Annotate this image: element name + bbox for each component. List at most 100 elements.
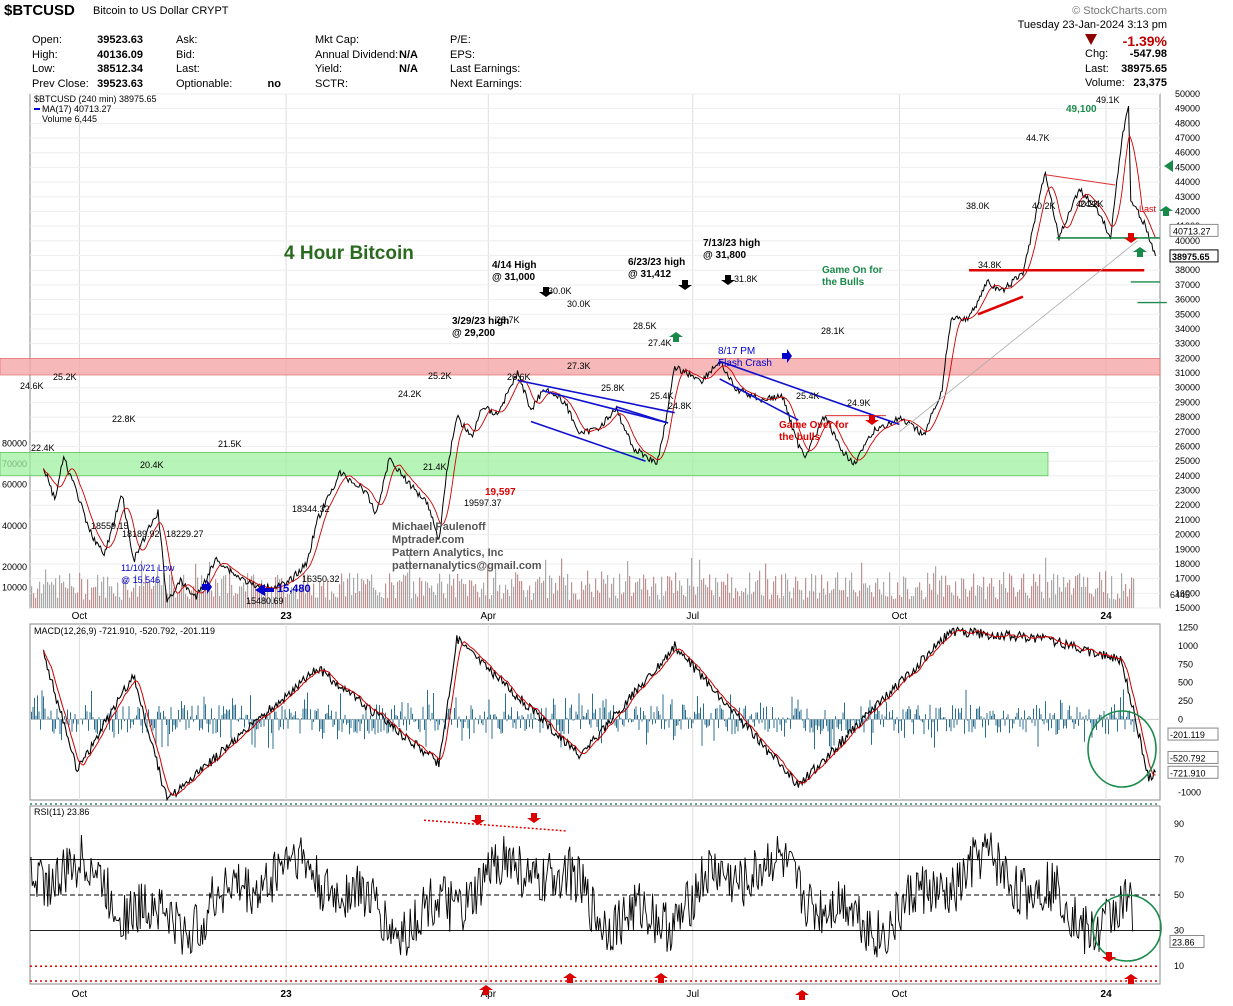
macd-histogram-bar: [515, 719, 517, 729]
label-line: Apr: [481, 611, 497, 622]
volume-bar: [405, 575, 407, 608]
macd-histogram-bar: [593, 712, 595, 720]
volume-bar: [257, 589, 259, 608]
y-tick-label: 30: [1174, 926, 1184, 936]
label-line: 31.8K: [734, 274, 758, 284]
macd-histogram-bar: [205, 704, 206, 720]
label-line: 25.4K: [796, 391, 820, 401]
macd-histogram-bar: [808, 718, 809, 720]
volume-bar: [657, 594, 659, 608]
macd-histogram-bar: [929, 704, 931, 720]
macd-histogram-bar: [290, 712, 292, 720]
macd-histogram-bar: [715, 708, 716, 720]
price-annotation: 27.4K: [648, 338, 672, 348]
macd-histogram-bar: [604, 707, 605, 720]
price-annotation: 15480.69: [246, 596, 284, 606]
volume-bar: [335, 596, 337, 608]
macd-histogram-bar: [410, 707, 412, 720]
macd-histogram-bar: [995, 719, 997, 726]
macd-histogram-bar: [791, 696, 793, 720]
macd-histogram-bar: [805, 719, 806, 731]
macd-histogram-bar: [601, 719, 602, 744]
price-annotation: 21.4K: [423, 462, 447, 472]
macd-histogram-bar: [349, 719, 350, 735]
volume-bar: [479, 597, 481, 608]
x-tick-label: 24: [1101, 611, 1113, 622]
macd-histogram-bar: [779, 719, 781, 725]
volume-bar: [697, 586, 699, 608]
volume-bar: [773, 581, 775, 608]
volume-bar: [781, 574, 783, 608]
macd-histogram-bar: [229, 709, 230, 720]
y-tick-label: 30000: [1175, 383, 1200, 393]
label-line: Game On for: [822, 265, 883, 276]
macd-histogram-bar: [319, 719, 320, 732]
macd-histogram-bar: [785, 719, 787, 723]
macd-histogram-bar: [316, 711, 317, 720]
macd-histogram-bar: [203, 696, 205, 720]
macd-histogram-bar: [1037, 719, 1039, 747]
macd-histogram-bar: [827, 719, 829, 732]
volume-bar: [113, 593, 115, 608]
volume-bar: [171, 576, 173, 608]
volume-bar: [53, 584, 55, 608]
macd-histogram-bar: [685, 709, 686, 720]
macd-histogram-bar: [353, 719, 355, 733]
volume-bar: [401, 581, 403, 608]
price-annotation: 49,100: [1066, 104, 1097, 115]
volume-bar: [101, 581, 103, 608]
price-annotation: 20.4K: [140, 460, 164, 470]
volume-bar: [1025, 592, 1027, 608]
macd-histogram-bar: [695, 713, 697, 720]
macd-histogram-bar: [208, 719, 209, 733]
macd-histogram-bar: [200, 719, 202, 728]
macd-histogram-bar: [869, 700, 871, 720]
macd-histogram-bar: [530, 713, 532, 720]
macd-histogram-bar: [65, 719, 67, 725]
quote-label: Open:: [32, 34, 62, 46]
volume-bar: [47, 581, 49, 608]
volume-bar: [1049, 597, 1051, 608]
label-line: 27000: [1175, 427, 1200, 437]
volume-bar: [863, 583, 865, 608]
macd-histogram-bar: [1048, 719, 1049, 731]
volume-bar: [825, 594, 827, 608]
volume-bar: [285, 597, 287, 608]
volume-bar: [999, 579, 1001, 608]
label-line: 50: [1174, 890, 1184, 900]
macd-histogram-bar: [802, 719, 803, 721]
trendline: [719, 378, 799, 421]
macd-histogram-bar: [152, 719, 154, 731]
macd-histogram-bar: [602, 700, 604, 720]
macd-histogram-bar: [406, 719, 407, 731]
label-line: 25000: [1175, 456, 1200, 466]
macd-histogram-bar: [1088, 709, 1090, 720]
volume-bar: [249, 599, 251, 608]
macd-histogram-bar: [733, 714, 734, 720]
up-arrow-icon: [795, 990, 809, 1000]
volume-bar: [343, 581, 345, 608]
macd-histogram-bar: [373, 719, 374, 729]
down-arrow-icon: [527, 813, 541, 823]
macd-histogram-bar: [677, 719, 679, 726]
volume-bar: [891, 595, 893, 608]
left-arrow-icon: [255, 584, 274, 596]
price-annotation: 22.8K: [112, 414, 136, 424]
macd-histogram-bar: [1013, 719, 1015, 724]
macd-histogram-bar: [199, 719, 200, 731]
y-tick-label: 23000: [1175, 486, 1200, 496]
macd-histogram-bar: [653, 712, 655, 720]
volume-bar: [137, 596, 139, 608]
price-annotation: 22.4K: [31, 443, 55, 453]
macd-histogram-bar: [196, 715, 197, 720]
macd-histogram-bar: [361, 719, 362, 724]
label-line: 40713.27: [1173, 226, 1211, 236]
macd-histogram-bar: [754, 719, 755, 727]
macd-histogram-bar: [175, 719, 176, 730]
label-line: 18559.15: [91, 521, 129, 531]
stockcharts-credit[interactable]: © StockCharts.com: [1072, 5, 1167, 17]
label-line: 26000: [1175, 441, 1200, 451]
label-line: 0: [1178, 714, 1183, 724]
volume-bar: [793, 587, 795, 608]
macd-histogram-bar: [778, 717, 779, 720]
